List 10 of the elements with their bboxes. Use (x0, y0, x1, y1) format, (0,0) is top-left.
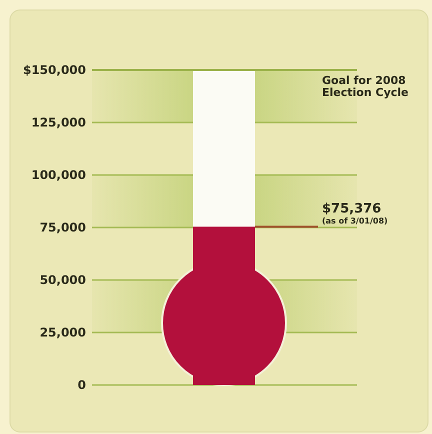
y-tick-label: 0 (78, 378, 86, 392)
y-tick-label: 75,000 (40, 220, 86, 235)
ref-line-label: Goal for 2008 Election Cycle (322, 74, 409, 100)
y-tick-label: 125,000 (31, 116, 86, 130)
y-tick-label: 50,000 (40, 273, 86, 288)
y-tick-label: $150,000 (22, 63, 86, 78)
data-label: $75,376 (322, 202, 382, 217)
y-tick-label: 25,000 (40, 326, 86, 340)
y-tick-label: 100,000 (31, 168, 86, 182)
annotation: (as of 3/01/08) (322, 216, 388, 226)
